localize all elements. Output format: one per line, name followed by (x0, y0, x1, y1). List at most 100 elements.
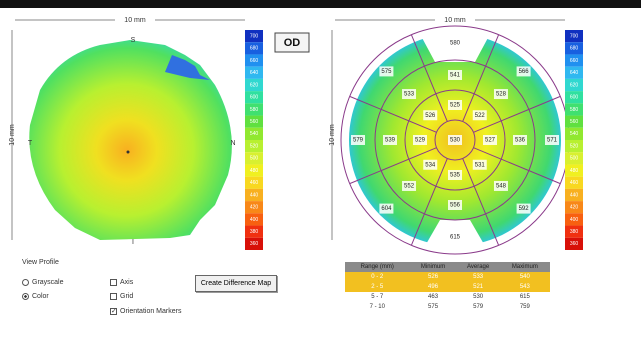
zone-value: 533 (404, 92, 415, 98)
scale-label: 380 (250, 229, 259, 235)
zone-label-bg (516, 66, 531, 77)
zone-label-bg (448, 170, 462, 180)
create-difference-map-button[interactable]: Create Difference Map (195, 275, 277, 292)
zone-label-bg (472, 159, 487, 170)
scale-swatch (565, 225, 583, 238)
header-cell: Minimum (409, 262, 457, 272)
scale-swatch (245, 127, 263, 140)
zone-divider (349, 95, 437, 133)
zone-divider (462, 158, 500, 246)
zone-value: 539 (385, 138, 396, 144)
map-edge (165, 55, 210, 80)
scale-swatch (245, 30, 263, 43)
scale-swatch (565, 237, 583, 250)
zone-label-bg (351, 135, 365, 145)
zone-value: 556 (450, 203, 461, 209)
zone-value: 527 (485, 138, 496, 144)
cell: 543 (499, 282, 550, 292)
scale-label: 540 (570, 131, 579, 137)
scale-label: 420 (570, 205, 579, 211)
scale-swatch (245, 78, 263, 92)
scale-label: 600 (570, 95, 579, 101)
zone-label-bg (448, 232, 462, 242)
table-row: 0 - 2 526 533 540 (345, 272, 550, 282)
orientation-label: Orientation Markers (120, 308, 182, 315)
center-marker (126, 150, 130, 154)
zone-label-bg (383, 135, 397, 145)
zone-divider (410, 158, 448, 246)
scale-swatch (565, 176, 583, 189)
table-row: 7 - 10 575 579 759 (345, 302, 550, 312)
cell: 526 (409, 272, 457, 282)
zone-label-bg (448, 38, 462, 48)
scale-swatch (245, 66, 263, 79)
zone-divider (473, 147, 561, 185)
scale-swatch (565, 42, 583, 55)
scale-swatch (245, 164, 263, 177)
color-radio[interactable]: Color (22, 293, 49, 300)
scale-swatch (245, 140, 263, 153)
width-label: 10 mm (444, 17, 466, 24)
scale-label: 700 (250, 33, 259, 39)
zone-label-bg (472, 110, 487, 121)
scale-label: 680 (570, 46, 579, 52)
od-button[interactable] (274, 32, 310, 53)
width-label: 10 mm (124, 17, 146, 24)
zone-value: 548 (496, 184, 507, 190)
scale-label: 420 (250, 205, 259, 211)
zone-value: 522 (475, 113, 486, 119)
zone-divider (349, 147, 437, 185)
table-row: 5 - 7 463 530 615 (345, 292, 550, 302)
grayscale-label: Grayscale (32, 279, 64, 286)
header-cell: Maximum (499, 262, 550, 272)
scale-label: 540 (250, 131, 259, 137)
zone-label-bg (402, 89, 417, 100)
scale-label: 360 (250, 241, 259, 247)
zone-divider (473, 95, 561, 133)
scale-label: 400 (250, 217, 259, 223)
zone-label-bg (402, 180, 417, 191)
height-label: 10 mm (9, 124, 16, 146)
marker-right: N (230, 140, 235, 147)
zone-value: 525 (450, 103, 461, 109)
zone-value: 580 (450, 41, 461, 47)
scale-swatch (565, 78, 583, 92)
range-table: Range (mm) Minimum Average Maximum 0 - 2 526… (345, 262, 550, 312)
grayscale-radio[interactable]: Grayscale (22, 279, 64, 286)
axis-checkbox[interactable]: Axis (110, 279, 133, 286)
scale-label: 700 (570, 33, 579, 39)
zone-label-bg (448, 70, 462, 80)
cell: 2 - 5 (345, 282, 410, 292)
scale-label: 660 (570, 58, 579, 64)
cell: 521 (456, 282, 500, 292)
scale-swatch (245, 213, 263, 226)
grid-checkbox[interactable]: Grid (110, 293, 133, 300)
scale-swatch (565, 103, 583, 116)
scale-label: 640 (250, 70, 259, 76)
cell: 5 - 7 (371, 294, 384, 300)
zone-label-bg (483, 135, 497, 145)
zone-label-bg (413, 135, 427, 145)
zone-label-bg (493, 180, 508, 191)
zone-label-bg (448, 100, 462, 110)
view-profile[interactable]: View Profile (22, 259, 59, 266)
scale-swatch (565, 201, 583, 214)
zone-label-bg (423, 110, 438, 121)
cell: 759 (519, 304, 530, 310)
table-row: 2 - 5 496 521 543 (345, 282, 550, 292)
title-bar (0, 0, 641, 8)
cell: 615 (519, 294, 530, 300)
orientation-checkbox[interactable]: ✓ Orientation Markers (110, 308, 182, 315)
zone-label-bg (379, 66, 394, 77)
marker-left: T (28, 140, 33, 147)
scale-label: 560 (570, 119, 579, 125)
scale-label: 660 (250, 58, 259, 64)
od-label: OD (284, 37, 301, 49)
zone-value: 579 (353, 138, 364, 144)
scale-swatch (245, 54, 263, 67)
zone-label-bg (493, 89, 508, 100)
zone-label-bg (423, 159, 438, 170)
zone-value: 604 (381, 206, 392, 212)
scale-label: 580 (570, 107, 579, 113)
